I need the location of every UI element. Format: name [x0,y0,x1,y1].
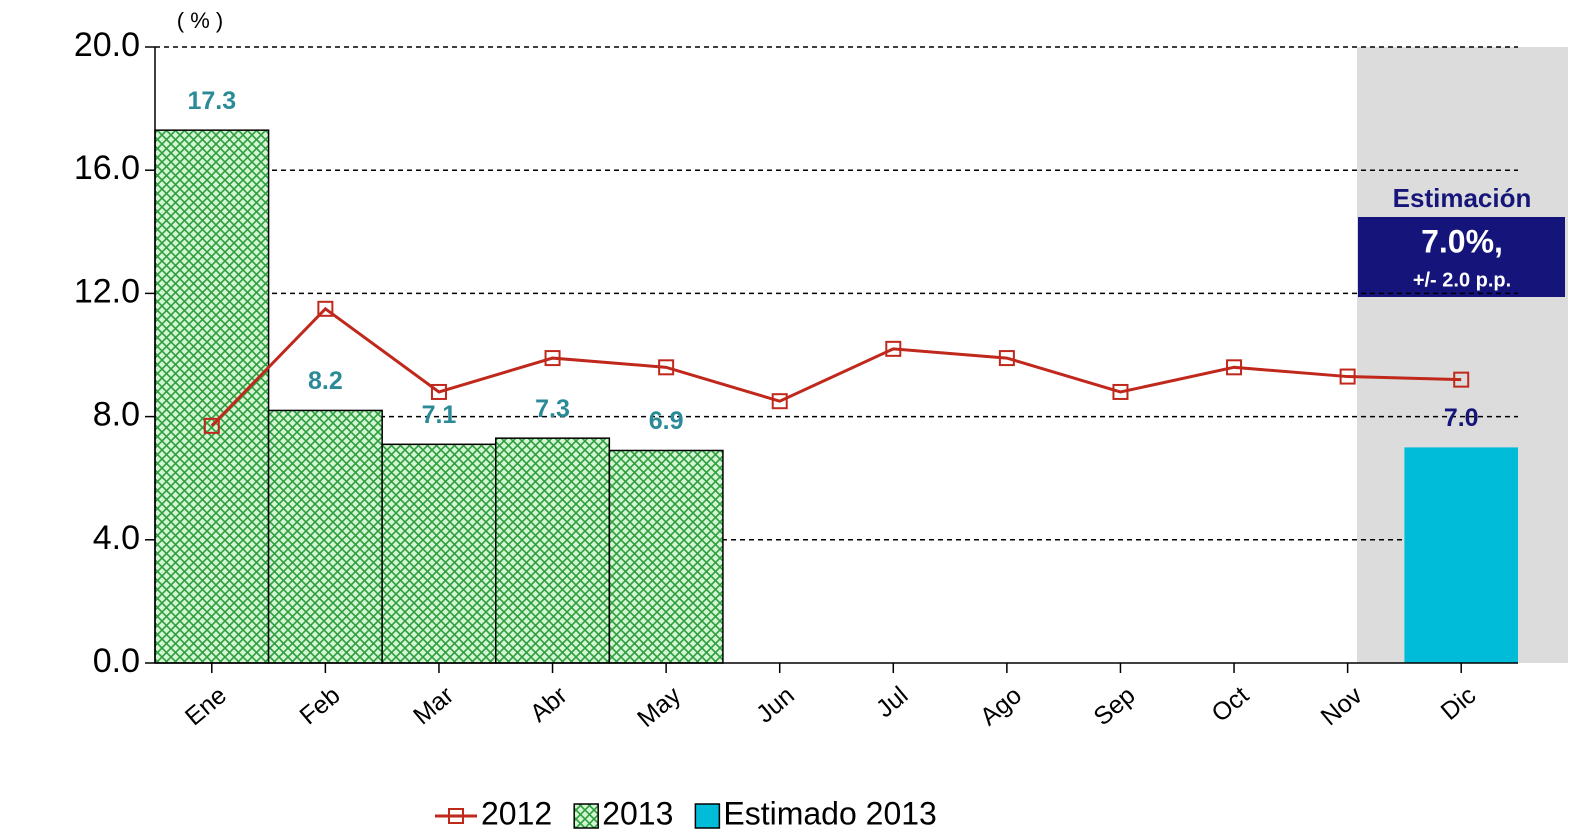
annotation-title: Estimación [1393,183,1532,213]
bar [154,129,270,664]
line-marker [1226,359,1243,376]
value-label: 6.9 [649,407,684,435]
x-tick-label: Feb [294,681,345,730]
line-marker [885,340,902,357]
x-tick-label: Dic [1436,681,1482,726]
legend-swatch [573,803,599,829]
y-tick-label: 8.0 [93,396,140,434]
x-tick-label: Abr [525,681,573,727]
line-marker [317,300,334,317]
y-tick-label: 20.0 [74,26,140,64]
legend-label: Estimado 2013 [723,795,936,831]
y-tick-label: 16.0 [74,149,140,187]
line-marker [203,417,220,434]
bar [381,443,497,664]
line-marker [998,350,1015,367]
line-marker [1339,368,1356,385]
annotation-value: 7.0%, [1421,223,1503,259]
bar [608,449,724,664]
y-axis-unit: ( % ) [177,8,223,33]
bar [1404,447,1518,663]
x-tick-label: Nov [1316,681,1368,731]
x-tick-label: Ago [975,681,1027,731]
value-label: 7.1 [422,401,457,429]
value-label: 7.3 [535,395,570,423]
x-tick-label: Ene [180,681,232,731]
line-marker [1112,383,1129,400]
value-label: 17.3 [187,87,236,115]
legend-swatch [694,803,721,829]
x-tick-label: May [632,681,687,733]
y-tick-label: 4.0 [93,519,140,557]
legend-label: 2012 [481,795,552,831]
x-tick-label: Oct [1206,681,1254,727]
value-label: 7.0 [1444,404,1479,432]
legend-marker [448,808,464,824]
bar [495,437,611,664]
x-tick-label: Jun [751,681,800,728]
line-marker [544,350,561,367]
annotation-note: +/- 2.0 p.p. [1413,269,1511,291]
value-label: 8.2 [308,367,343,395]
y-tick-label: 12.0 [74,272,140,310]
annotation-box [1358,217,1565,297]
bar [267,409,383,664]
x-tick-label: Jul [871,681,913,723]
line-marker [658,359,675,376]
line-marker [1453,371,1470,388]
line-marker [771,393,788,410]
y-tick-label: 0.0 [93,642,140,680]
x-tick-label: Sep [1088,681,1140,731]
x-tick-label: Mar [408,681,459,730]
legend-label: 2013 [602,795,673,831]
line-marker [430,383,447,400]
line [210,306,1462,427]
